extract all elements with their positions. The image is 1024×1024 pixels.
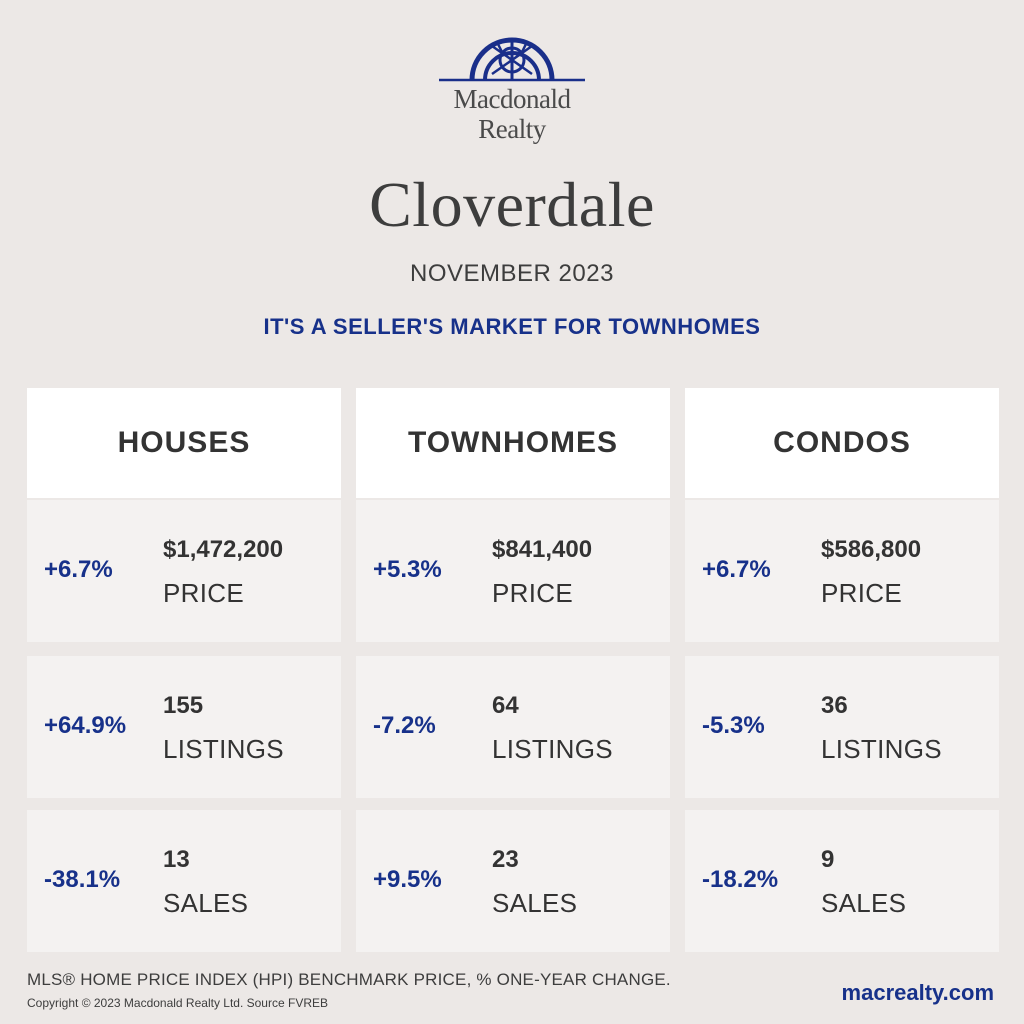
price-label: PRICE	[163, 578, 244, 608]
price-value: $586,800	[821, 536, 922, 563]
methodology-note: MLS® HOME PRICE INDEX (HPI) BENCHMARK PR…	[27, 970, 671, 989]
listings-label: LISTINGS	[821, 734, 942, 764]
sales-card: -18.2% 9 SALES	[685, 810, 999, 952]
price-card: +6.7% $1,472,200 PRICE	[27, 500, 341, 642]
listings-value: 64	[492, 692, 519, 719]
logo-line-2: Realty	[478, 114, 546, 144]
market-headline: IT'S A SELLER'S MARKET FOR TOWNHOMES	[263, 314, 761, 339]
copyright-note: Copyright © 2023 Macdonald Realty Ltd. S…	[27, 996, 328, 1010]
price-card: +6.7% $586,800 PRICE	[685, 500, 999, 642]
logo-line-1: Macdonald	[453, 84, 571, 114]
sales-label: SALES	[821, 888, 907, 918]
column-title: HOUSES	[27, 388, 341, 498]
listings-card: -7.2% 64 LISTINGS	[356, 656, 670, 798]
price-label: PRICE	[821, 578, 902, 608]
price-value: $1,472,200	[163, 536, 284, 563]
listings-card: +64.9% 155 LISTINGS	[27, 656, 341, 798]
price-label: PRICE	[492, 578, 573, 608]
sales-value: 9	[821, 846, 835, 873]
sales-card: +9.5% 23 SALES	[356, 810, 670, 952]
period-label: NOVEMBER 2023	[410, 260, 614, 287]
sales-card: -38.1% 13 SALES	[27, 810, 341, 952]
website-link[interactable]: macrealty.com	[841, 980, 994, 1005]
price-change: +5.3%	[373, 556, 442, 583]
brand-logo: Macdonald Realty	[0, 36, 1024, 144]
sales-value: 23	[492, 846, 519, 873]
column-title: CONDOS	[685, 388, 999, 498]
sales-change: -18.2%	[702, 866, 779, 893]
column-title: TOWNHOMES	[356, 388, 670, 498]
sales-value: 13	[163, 846, 190, 873]
listings-label: LISTINGS	[163, 734, 284, 764]
sales-label: SALES	[492, 888, 578, 918]
listings-value: 36	[821, 692, 848, 719]
sales-change: -38.1%	[44, 866, 121, 893]
listings-change: -7.2%	[373, 712, 436, 739]
condos-column: CONDOS +6.7% $586,800 PRICE -5.3% 36 LIS…	[685, 388, 999, 952]
price-change: +6.7%	[702, 556, 771, 583]
houses-column: HOUSES +6.7% $1,472,200 PRICE +64.9% 155…	[27, 388, 341, 952]
town-title: Cloverdale	[369, 169, 655, 240]
price-value: $841,400	[492, 536, 593, 563]
listings-change: +64.9%	[44, 712, 127, 739]
listings-value: 155	[163, 692, 204, 719]
townhomes-column: TOWNHOMES +5.3% $841,400 PRICE -7.2% 64 …	[356, 388, 670, 952]
listings-change: -5.3%	[702, 712, 765, 739]
price-change: +6.7%	[44, 556, 113, 583]
price-card: +5.3% $841,400 PRICE	[356, 500, 670, 642]
sales-label: SALES	[163, 888, 249, 918]
compass-rose-icon	[439, 37, 585, 82]
listings-card: -5.3% 36 LISTINGS	[685, 656, 999, 798]
listings-label: LISTINGS	[492, 734, 613, 764]
sales-change: +9.5%	[373, 866, 442, 893]
